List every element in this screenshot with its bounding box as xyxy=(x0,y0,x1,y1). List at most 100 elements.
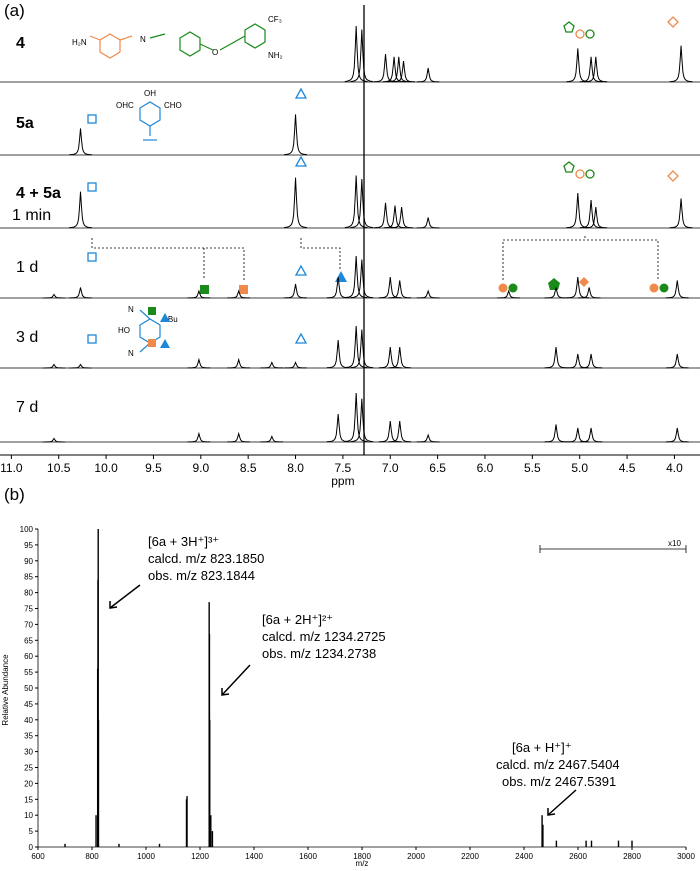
nmr-peak xyxy=(378,420,402,443)
nmr-peak xyxy=(388,280,412,299)
structure-label: N xyxy=(128,305,134,314)
nmr-peak xyxy=(497,289,521,299)
nmr-peak xyxy=(665,353,689,369)
y-tick-label: 70 xyxy=(24,620,33,629)
y-tick-label: 40 xyxy=(24,716,33,725)
structure-4-right xyxy=(149,23,266,57)
nmr-peak xyxy=(388,346,412,369)
nmr-peak xyxy=(187,431,211,443)
x-tick-label: 2400 xyxy=(515,852,533,861)
nmr-peak xyxy=(344,255,368,299)
y-tick-label: 45 xyxy=(24,700,33,709)
nmr-peak xyxy=(227,289,251,299)
nmr-peak xyxy=(378,276,402,299)
scale-label: x10 xyxy=(668,539,681,548)
nmr-peak xyxy=(69,287,92,299)
x-tick-label: 1200 xyxy=(191,852,209,861)
nmr-peak xyxy=(566,48,590,83)
assignment-markers-filled xyxy=(148,271,669,348)
row-sublabel: 1 min xyxy=(12,207,51,224)
annotation-arrows xyxy=(109,584,577,816)
x-tick-label: 3000 xyxy=(677,852,695,861)
nmr-peak xyxy=(42,293,66,299)
correlation-lines xyxy=(91,236,659,280)
x-tick-label: 2800 xyxy=(623,852,641,861)
y-tick-label: 15 xyxy=(24,795,33,804)
x-tick-label: 8.5 xyxy=(240,461,257,475)
nmr-peak xyxy=(42,437,66,443)
nmr-peak xyxy=(544,287,568,299)
nmr-peak xyxy=(326,339,350,369)
nmr-peak xyxy=(416,217,440,229)
nmr-peak xyxy=(326,413,350,443)
assignment-markers xyxy=(87,16,679,344)
nmr-peak xyxy=(378,346,402,369)
x-tick-label: 11.0 xyxy=(0,461,23,475)
y-tick-label: 35 xyxy=(24,732,33,741)
y-tick-label: 25 xyxy=(24,764,33,773)
y-tick-label: 20 xyxy=(24,779,33,788)
nmr-peak xyxy=(227,357,251,369)
y-tick-label: 75 xyxy=(24,605,33,614)
x-tick-label: 10.5 xyxy=(47,461,71,475)
nmr-peak xyxy=(374,202,397,229)
y-tick-label: 10 xyxy=(24,811,33,820)
annotation-ion: [6a + 3H⁺]³⁺ xyxy=(148,534,219,549)
nmr-peak xyxy=(579,199,603,229)
nmr-peak xyxy=(383,205,407,229)
x-tick-label: 1600 xyxy=(299,852,317,861)
x-tick-label: 6.0 xyxy=(477,461,494,475)
nmr-peak xyxy=(577,287,601,299)
nmr-peak xyxy=(350,259,374,299)
x-tick-label: 2200 xyxy=(461,852,479,861)
nmr-peak xyxy=(566,192,590,229)
structure-label: CF₃ xyxy=(268,15,282,24)
x-tick-label: 4.5 xyxy=(619,461,636,475)
structure-label: CHO xyxy=(164,101,182,110)
x-tick-label: 1000 xyxy=(137,852,155,861)
structure-label: t-Bu xyxy=(163,315,178,324)
y-tick-label: 85 xyxy=(24,573,33,582)
nmr-peak xyxy=(382,56,406,83)
nmr-peak xyxy=(669,45,693,83)
nmr-peak xyxy=(187,289,211,299)
nmr-peak xyxy=(350,329,374,369)
structure-label: OH xyxy=(144,89,156,98)
nmr-peak xyxy=(187,357,211,369)
scale-bracket xyxy=(539,545,687,553)
x-tick-label: 10.0 xyxy=(94,461,118,475)
annotation-obs: obs. m/z 2467.5391 xyxy=(502,774,616,789)
x-axis-label: m/z xyxy=(356,859,369,868)
panel-label: (a) xyxy=(4,1,25,20)
y-tick-label: 90 xyxy=(24,557,33,566)
nmr-peak xyxy=(416,433,440,443)
nmr-peak xyxy=(584,56,608,83)
nmr-peak xyxy=(69,191,92,229)
nmr-peak xyxy=(669,198,693,229)
y-tick-label: 60 xyxy=(24,652,33,661)
structure-label: H₂N xyxy=(72,38,87,47)
x-tick-label: 9.0 xyxy=(192,461,209,475)
nmr-peak xyxy=(566,353,590,369)
structure-label: NH₂ xyxy=(268,51,283,60)
annotation-ion: [6a + H⁺]⁺ xyxy=(512,740,572,755)
structure-4-left xyxy=(89,33,133,59)
x-tick-label: 8.0 xyxy=(287,461,304,475)
y-tick-label: 100 xyxy=(20,525,34,534)
x-tick-label: 4.0 xyxy=(666,461,683,475)
row-label: 7 d xyxy=(16,399,38,416)
x-axis-label: ppm xyxy=(331,474,354,488)
nmr-peak xyxy=(344,175,368,228)
nmr-peak xyxy=(344,325,368,369)
nmr-peak xyxy=(344,392,368,443)
nmr-peak xyxy=(665,427,689,443)
x-tick-label: 5.0 xyxy=(571,461,588,475)
nmr-peak xyxy=(392,60,415,83)
nmr-peak xyxy=(544,346,568,369)
y-tick-label: 95 xyxy=(24,541,33,550)
structure-label: OHC xyxy=(116,101,134,110)
row-label: 1 d xyxy=(16,259,38,276)
annotation-obs: obs. m/z 823.1844 xyxy=(148,568,255,583)
nmr-peak xyxy=(387,56,411,83)
